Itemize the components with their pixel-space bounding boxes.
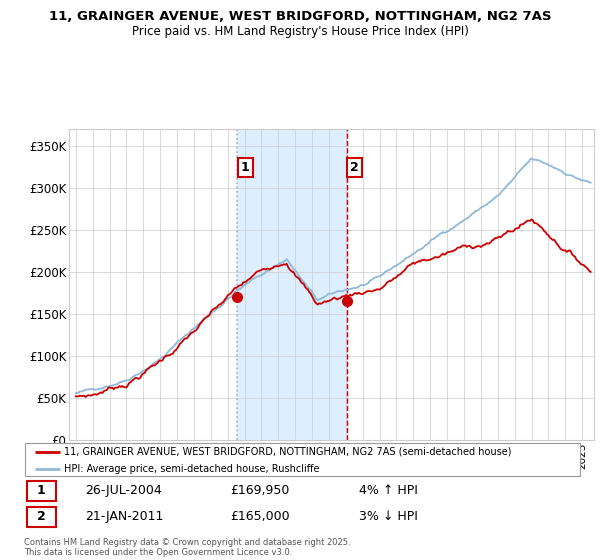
- Text: 1: 1: [241, 161, 250, 174]
- Text: Contains HM Land Registry data © Crown copyright and database right 2025.
This d: Contains HM Land Registry data © Crown c…: [24, 538, 350, 557]
- Bar: [238, 129, 347, 440]
- FancyBboxPatch shape: [27, 481, 56, 501]
- FancyBboxPatch shape: [25, 442, 580, 477]
- Text: 11, GRAINGER AVENUE, WEST BRIDGFORD, NOTTINGHAM, NG2 7AS: 11, GRAINGER AVENUE, WEST BRIDGFORD, NOT…: [49, 10, 551, 22]
- Text: 21-JAN-2011: 21-JAN-2011: [85, 510, 164, 523]
- Text: 11, GRAINGER AVENUE, WEST BRIDGFORD, NOTTINGHAM, NG2 7AS (semi-detached house): 11, GRAINGER AVENUE, WEST BRIDGFORD, NOT…: [64, 447, 512, 457]
- Text: 2: 2: [350, 161, 359, 174]
- Text: Price paid vs. HM Land Registry's House Price Index (HPI): Price paid vs. HM Land Registry's House …: [131, 25, 469, 38]
- FancyBboxPatch shape: [27, 506, 56, 526]
- Text: 3% ↓ HPI: 3% ↓ HPI: [359, 510, 418, 523]
- Text: 1: 1: [37, 484, 46, 497]
- Text: 4% ↑ HPI: 4% ↑ HPI: [359, 484, 418, 497]
- Text: 26-JUL-2004: 26-JUL-2004: [85, 484, 162, 497]
- Text: £169,950: £169,950: [230, 484, 290, 497]
- Text: £165,000: £165,000: [230, 510, 290, 523]
- Text: 2: 2: [37, 510, 46, 523]
- Text: HPI: Average price, semi-detached house, Rushcliffe: HPI: Average price, semi-detached house,…: [64, 464, 320, 474]
